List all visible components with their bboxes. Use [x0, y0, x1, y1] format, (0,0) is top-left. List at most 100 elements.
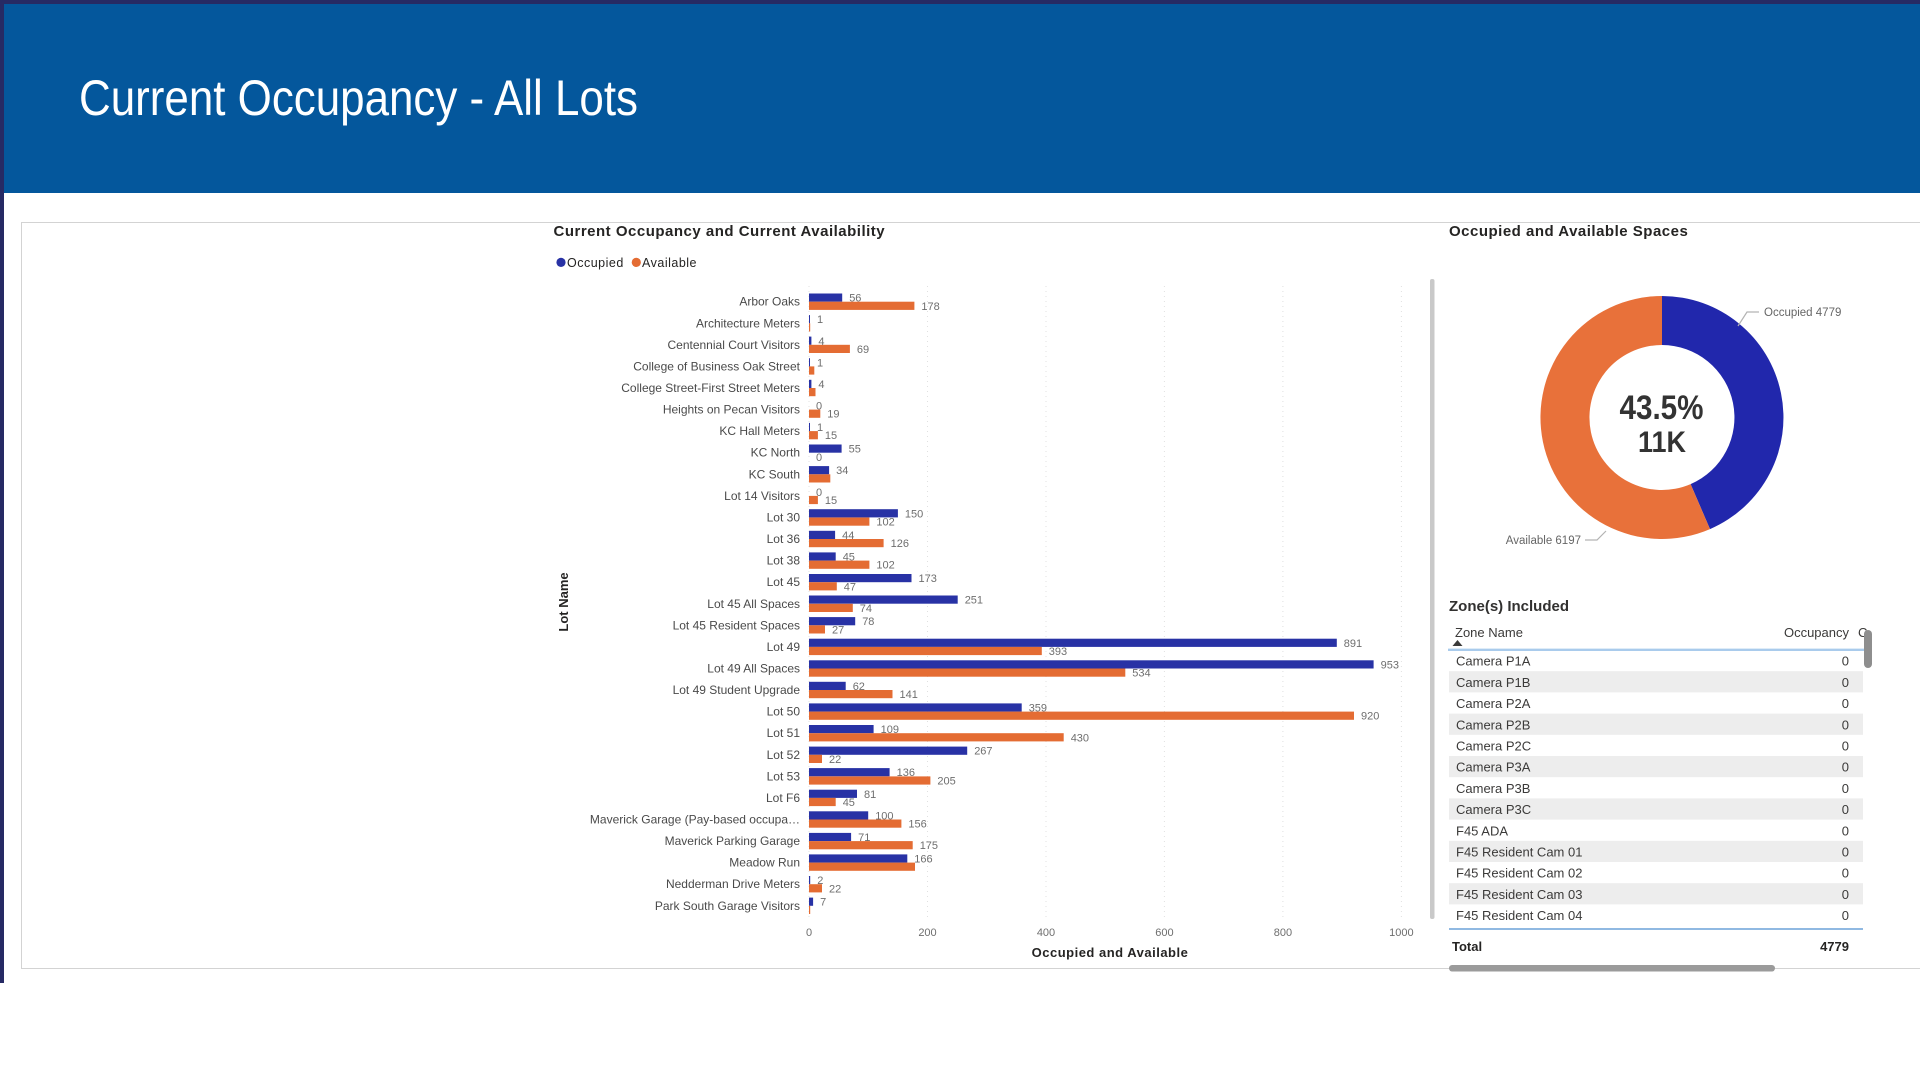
svg-text:251: 251: [965, 595, 983, 607]
svg-text:KC North: KC North: [751, 446, 800, 460]
svg-text:11K: 11K: [1638, 426, 1686, 459]
svg-text:7: 7: [820, 897, 826, 909]
svg-text:Lot 38: Lot 38: [767, 554, 801, 568]
svg-text:Occupied 4779: Occupied 4779: [1764, 307, 1841, 319]
svg-text:136: 136: [897, 767, 915, 779]
svg-text:0: 0: [816, 401, 822, 413]
svg-text:KC Hall Meters: KC Hall Meters: [719, 424, 800, 438]
svg-text:4: 4: [818, 379, 824, 391]
svg-text:F45 ADA: F45 ADA: [1456, 823, 1508, 838]
svg-text:4: 4: [818, 336, 824, 348]
svg-text:Zone(s) Included: Zone(s) Included: [1449, 598, 1569, 615]
svg-text:175: 175: [920, 840, 938, 852]
svg-text:Current Occupancy and Current: Current Occupancy and Current Availabili…: [554, 223, 886, 240]
svg-text:Lot 36: Lot 36: [767, 532, 801, 546]
svg-text:173: 173: [919, 573, 937, 585]
svg-text:Lot 30: Lot 30: [767, 511, 801, 525]
svg-text:47: 47: [844, 581, 856, 593]
svg-text:1000: 1000: [1389, 927, 1413, 939]
svg-text:0: 0: [1842, 908, 1849, 923]
svg-text:81: 81: [864, 789, 876, 801]
svg-text:0: 0: [1842, 739, 1849, 754]
svg-text:Camera P3C: Camera P3C: [1456, 802, 1531, 817]
svg-text:Occupied and Available Spaces: Occupied and Available Spaces: [1449, 223, 1688, 240]
svg-text:22: 22: [829, 883, 841, 895]
svg-text:Lot 49 All Spaces: Lot 49 All Spaces: [707, 662, 800, 676]
svg-text:Maverick Garage (Pay-based occ: Maverick Garage (Pay-based occupa…: [590, 813, 800, 827]
svg-text:0: 0: [1842, 802, 1849, 817]
svg-text:Lot 49 Student Upgrade: Lot 49 Student Upgrade: [673, 683, 801, 697]
svg-text:Camera P2B: Camera P2B: [1456, 717, 1530, 732]
svg-text:166: 166: [914, 854, 932, 866]
svg-text:Camera P3B: Camera P3B: [1456, 781, 1530, 796]
svg-text:22: 22: [829, 754, 841, 766]
svg-text:78: 78: [862, 616, 874, 628]
svg-text:178: 178: [921, 301, 939, 313]
svg-text:0: 0: [1842, 696, 1849, 711]
svg-text:Heights on Pecan Visitors: Heights on Pecan Visitors: [663, 403, 800, 417]
svg-text:1: 1: [817, 422, 823, 434]
svg-text:126: 126: [891, 538, 909, 550]
svg-text:0: 0: [816, 487, 822, 499]
svg-text:F45 Resident Cam 01: F45 Resident Cam 01: [1456, 845, 1582, 860]
svg-text:74: 74: [860, 603, 872, 615]
svg-text:Available 6197: Available 6197: [1506, 535, 1581, 547]
svg-text:0: 0: [816, 452, 822, 464]
svg-text:15: 15: [825, 495, 837, 507]
svg-text:Occupied: Occupied: [567, 256, 624, 270]
svg-text:430: 430: [1071, 732, 1089, 744]
svg-text:393: 393: [1049, 646, 1067, 658]
svg-text:55: 55: [849, 444, 861, 456]
svg-text:19: 19: [827, 409, 839, 421]
svg-text:920: 920: [1361, 711, 1379, 723]
svg-text:College of Business Oak Street: College of Business Oak Street: [633, 359, 800, 373]
svg-text:Lot 14 Visitors: Lot 14 Visitors: [724, 489, 800, 503]
svg-text:0: 0: [1842, 675, 1849, 690]
svg-text:69: 69: [857, 344, 869, 356]
svg-text:0: 0: [1842, 760, 1849, 775]
svg-text:Zone Name: Zone Name: [1455, 625, 1523, 640]
svg-text:C: C: [1858, 625, 1867, 640]
svg-text:Nedderman Drive Meters: Nedderman Drive Meters: [666, 877, 800, 891]
svg-text:Park South Garage Visitors: Park South Garage Visitors: [655, 899, 800, 913]
svg-text:400: 400: [1037, 927, 1055, 939]
svg-text:1: 1: [817, 314, 823, 326]
svg-text:891: 891: [1344, 638, 1362, 650]
svg-text:0: 0: [1842, 781, 1849, 796]
svg-text:2: 2: [817, 875, 823, 887]
svg-text:800: 800: [1274, 927, 1292, 939]
svg-text:Camera P1B: Camera P1B: [1456, 675, 1530, 690]
svg-text:600: 600: [1155, 927, 1173, 939]
svg-text:45: 45: [843, 552, 855, 564]
svg-text:F45 Resident Cam 02: F45 Resident Cam 02: [1456, 866, 1582, 881]
svg-text:4779: 4779: [1820, 939, 1849, 954]
svg-text:102: 102: [876, 517, 894, 529]
svg-text:Architecture Meters: Architecture Meters: [696, 316, 800, 330]
svg-text:Lot 49: Lot 49: [767, 640, 801, 654]
svg-text:359: 359: [1029, 703, 1047, 715]
svg-text:953: 953: [1381, 659, 1399, 671]
svg-text:150: 150: [905, 508, 923, 520]
svg-text:Occupancy: Occupancy: [1784, 625, 1850, 640]
svg-text:Lot 50: Lot 50: [767, 705, 801, 719]
svg-text:200: 200: [918, 927, 936, 939]
svg-text:0: 0: [1842, 823, 1849, 838]
svg-text:27: 27: [832, 624, 844, 636]
svg-text:71: 71: [858, 832, 870, 844]
svg-text:534: 534: [1132, 668, 1150, 680]
svg-text:Centennial Court Visitors: Centennial Court Visitors: [667, 338, 800, 352]
svg-text:15: 15: [825, 430, 837, 442]
svg-text:43.5%: 43.5%: [1620, 389, 1704, 427]
svg-text:141: 141: [900, 689, 918, 701]
svg-text:Lot 53: Lot 53: [767, 769, 801, 783]
svg-text:34: 34: [836, 465, 848, 477]
svg-text:62: 62: [853, 681, 865, 693]
svg-text:156: 156: [908, 819, 926, 831]
svg-text:Total: Total: [1452, 939, 1482, 954]
svg-text:Lot 52: Lot 52: [767, 748, 801, 762]
svg-text:0: 0: [1842, 866, 1849, 881]
svg-text:Camera P3A: Camera P3A: [1456, 760, 1531, 775]
svg-text:1: 1: [817, 357, 823, 369]
svg-text:102: 102: [876, 560, 894, 572]
svg-text:Meadow Run: Meadow Run: [729, 856, 800, 870]
